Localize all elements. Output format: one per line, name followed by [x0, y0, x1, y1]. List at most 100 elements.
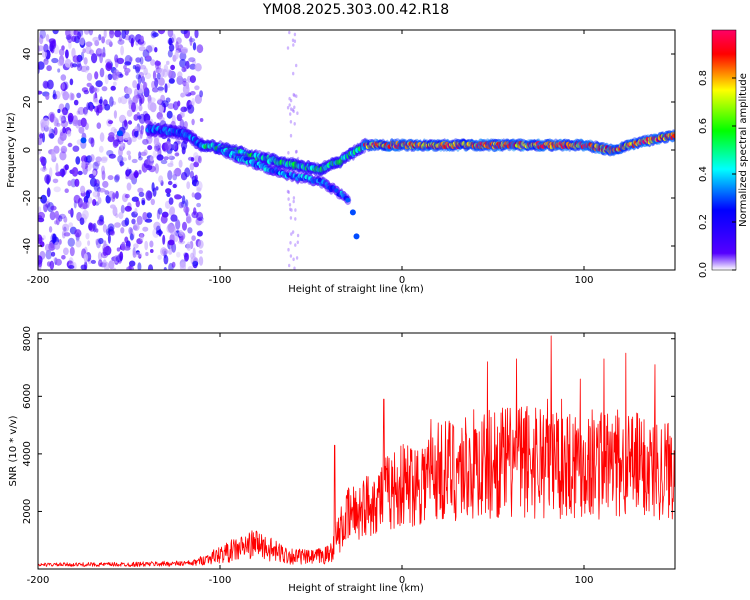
- spectrogram-noise-blob: [72, 55, 80, 63]
- spectrogram-noise-blob: [38, 217, 45, 223]
- spectrogram-noise-blob: [179, 51, 187, 61]
- spectrogram-noise-blob: [118, 36, 122, 42]
- spectrogram-noise-blob: [126, 182, 132, 191]
- spectrogram-noise-blob: [167, 239, 175, 246]
- spectrogram-noise-blob: [102, 46, 106, 58]
- spectrogram-noise-blob: [120, 45, 124, 56]
- spectrogram-noise-blob: [191, 211, 199, 219]
- spectrogram-noise-blob: [166, 192, 171, 197]
- spectrogram-noise-blob: [138, 104, 143, 112]
- spectrogram-noise-blob: [73, 30, 79, 36]
- spectrogram-noise-blob: [169, 206, 175, 215]
- spectrogram-noise-blob: [189, 36, 193, 47]
- spectrogram-noise-blob: [68, 265, 75, 269]
- spectrogram-noise-blob: [40, 194, 47, 204]
- spectrogram-noise-blob: [198, 155, 202, 164]
- spectrogram-noise-blob: [61, 82, 66, 90]
- spectrogram-noise-blob: [289, 207, 292, 212]
- spectrogram-noise-blob: [288, 103, 291, 107]
- spectrogram-noise-blob: [191, 175, 197, 183]
- spectrogram-noise-blob: [141, 197, 146, 204]
- spectrogram-noise-blob: [178, 159, 183, 168]
- y-tick-label: 8000: [22, 326, 33, 351]
- spectrogram-noise-blob: [55, 162, 59, 173]
- spectrogram-noise-blob: [196, 230, 203, 237]
- spectrogram-noise-blob: [162, 68, 168, 78]
- x-tick-label: 100: [574, 275, 593, 286]
- spectrogram-noise-blob: [129, 56, 134, 62]
- spectrogram-noise-blob: [166, 82, 171, 88]
- spectrogram-noise-blob: [51, 57, 59, 64]
- spectrogram-noise-blob: [292, 196, 296, 200]
- spectrogram-noise-blob: [44, 61, 49, 65]
- spectrogram-noise-blob: [183, 252, 189, 262]
- spectrogram-noise-blob: [95, 238, 99, 246]
- spectrogram-noise-blob: [108, 260, 115, 270]
- colorbar-gradient: [711, 29, 737, 271]
- spectrogram-noise-blob: [69, 246, 75, 257]
- spectrogram-noise-blob: [296, 233, 300, 238]
- spectrogram-noise-blob: [183, 206, 190, 214]
- spectrogram-noise-blob: [121, 157, 128, 162]
- spectrogram-noise-blob: [150, 249, 154, 253]
- spectrogram-noise-blob: [116, 247, 121, 252]
- spectrogram-noise-blob: [175, 41, 179, 51]
- spectrogram-noise-blob: [287, 197, 290, 201]
- spectrogram-noise-blob: [174, 140, 181, 145]
- spectrogram-noise-blob: [289, 112, 292, 116]
- spectrogram-noise-blob: [63, 81, 69, 90]
- spectrogram-noise-blob: [145, 190, 153, 201]
- spectrogram-noise-blob: [196, 44, 204, 54]
- spectrogram-noise-blob: [39, 133, 44, 139]
- spectrogram-noise-blob: [194, 30, 199, 39]
- spectrogram-noise-blob: [167, 162, 174, 168]
- spectrogram-noise-blob: [181, 66, 187, 73]
- spectrogram-noise-blob: [293, 266, 296, 270]
- spectrogram-noise-blob: [143, 81, 147, 92]
- spectrogram-noise-blob: [291, 230, 295, 234]
- spectrogram-noise-blob: [67, 237, 76, 247]
- spectrogram-noise-blob: [128, 154, 132, 161]
- spectrogram-noise-blob: [43, 43, 49, 53]
- spectrogram-noise-blob: [92, 199, 97, 206]
- spectrogram-noise-blob: [296, 240, 299, 245]
- spectrogram-noise-blob: [193, 152, 199, 161]
- spectrogram-noise-blob: [51, 251, 56, 257]
- spectrogram-noise-blob: [117, 39, 125, 45]
- spectrogram-noise-blob: [42, 235, 46, 240]
- spectrogram-noise-blob: [126, 266, 130, 270]
- spectrogram-noise-blob: [132, 250, 137, 258]
- spectrogram-noise-blob: [38, 90, 43, 95]
- spectrogram-noise-blob: [42, 167, 46, 172]
- spectrogram-noise-blob: [172, 142, 178, 150]
- spectrogram-noise-blob: [131, 136, 137, 143]
- spectrogram-noise-blob: [102, 180, 109, 188]
- spectrogram-noise-blob: [168, 155, 175, 160]
- spectrogram-noise-blob: [115, 255, 123, 263]
- spectrogram-noise-blob: [147, 145, 153, 151]
- spectrogram-noise-blob: [181, 112, 185, 118]
- spectrogram-noise-blob: [54, 220, 58, 225]
- spectrogram-noise-blob: [134, 130, 139, 138]
- spectrogram-noise-blob: [117, 155, 124, 164]
- spectrogram-noise-blob: [71, 35, 77, 42]
- spectrogram-noise-blob: [181, 140, 188, 151]
- spectrogram-noise-blob: [147, 264, 154, 270]
- spectrogram-noise-blob: [137, 74, 142, 85]
- spectrogram-noise-blob: [98, 99, 103, 104]
- spectrogram-noise-blob: [290, 107, 293, 111]
- y-tick-label: -40: [22, 238, 33, 254]
- spectrogram-noise-blob: [198, 249, 203, 254]
- spectrogram-noise-blob: [84, 161, 92, 172]
- spectrogram-trace-core: [671, 133, 675, 139]
- spectrogram-noise-blob: [167, 103, 175, 110]
- spectrogram-noise-blob: [74, 229, 82, 238]
- spectrogram-noise-blob: [294, 217, 297, 221]
- spectrogram-noise-blob: [137, 187, 144, 193]
- spectrogram-noise-blob: [288, 30, 291, 35]
- snr-chart: -200 -100 0 100 2000 4000 6000 8000 Height of …: [8, 326, 676, 594]
- colorbar: 0.0 0.2 0.4 0.6 0.8 Normalized spectral ampl…: [698, 29, 749, 278]
- x-tick-label: -200: [27, 575, 50, 586]
- spectrogram-noise-blob: [90, 137, 95, 148]
